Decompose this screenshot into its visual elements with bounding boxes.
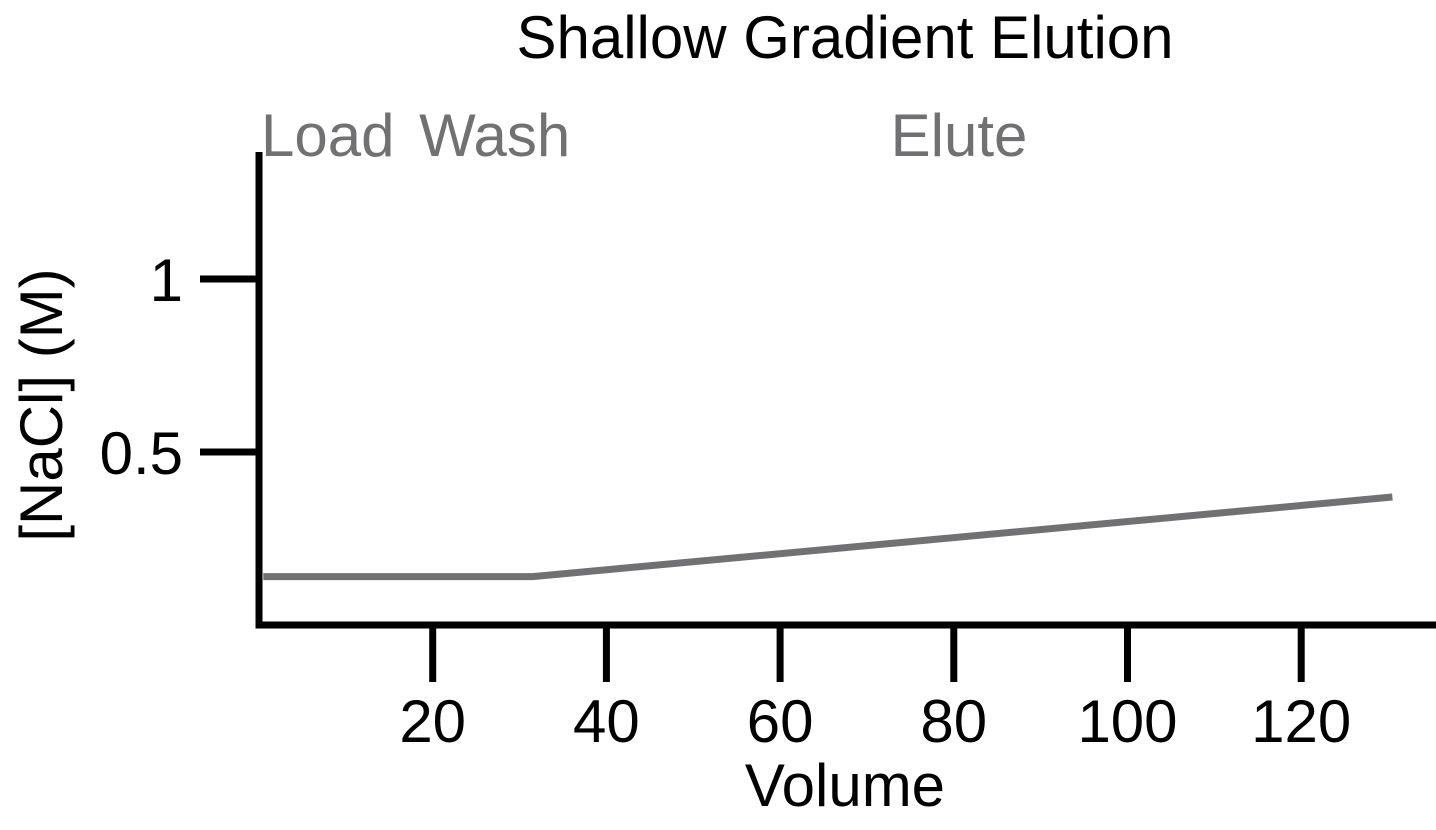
phase-labels: Load Wash Elute (261, 102, 1027, 169)
y-axis-ticks: 0.51 (100, 247, 259, 487)
series-group (263, 493, 1393, 581)
x-tick-label: 20 (399, 688, 466, 755)
x-tick-label: 40 (573, 688, 640, 755)
series-line (263, 493, 1393, 581)
x-tick-label: 80 (920, 688, 987, 755)
phase-label-load: Load (261, 102, 394, 169)
x-tick-label: 100 (1077, 688, 1177, 755)
chart-title: Shallow Gradient Elution (516, 4, 1173, 71)
x-axis-ticks: 20 40 60 80 100 120 (399, 625, 1351, 755)
phase-label-wash: Wash (419, 102, 570, 169)
y-tick-label: 1 (150, 247, 183, 314)
x-tick-label: 120 (1251, 688, 1351, 755)
y-axis-label: [NaCl] (M) (8, 268, 75, 541)
x-axis-label: Volume (745, 752, 945, 819)
y-tick-label: 0.5 (100, 420, 183, 487)
axes (255, 152, 1436, 629)
phase-label-elute: Elute (891, 102, 1028, 169)
x-tick-label: 60 (747, 688, 814, 755)
